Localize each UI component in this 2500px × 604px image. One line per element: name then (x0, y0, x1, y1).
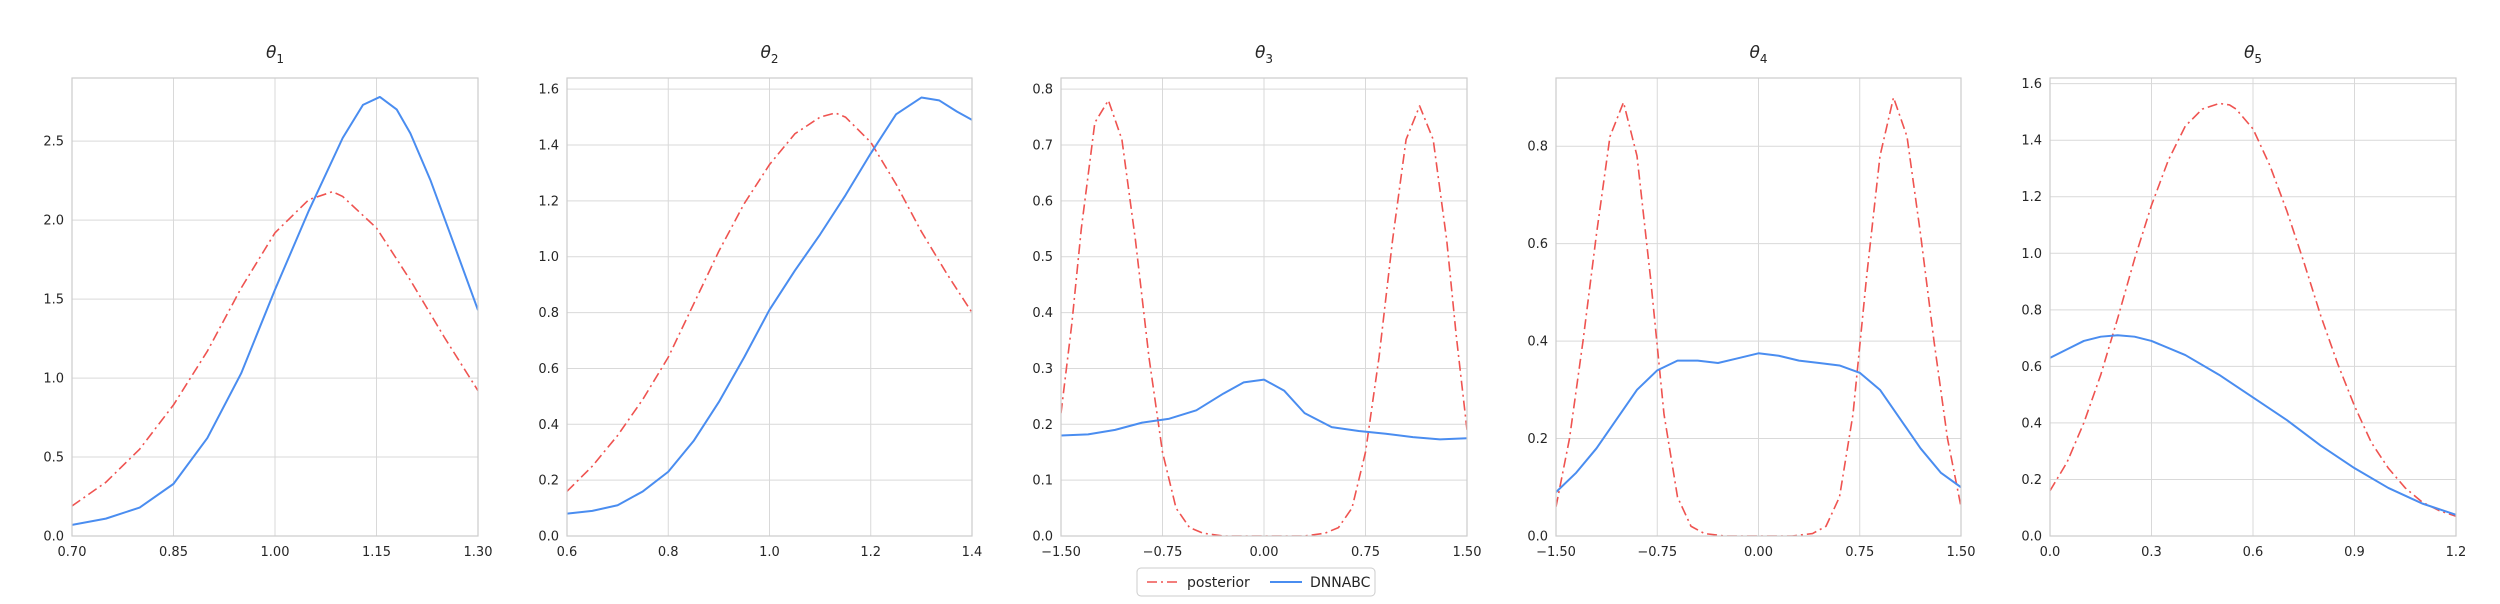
y-tick-label: 1.0 (538, 250, 559, 265)
series-posterior-line (72, 190, 478, 507)
y-tick-label: 1.4 (538, 139, 559, 154)
y-tick-label: 0.6 (1032, 194, 1053, 209)
y-tick-label: 1.0 (43, 372, 64, 387)
axes-frame (71, 77, 479, 537)
y-tick-label: 0.0 (1032, 530, 1053, 545)
panel-theta-3: −1.50 −0.75 0.00 0.75 1.50 0.0 0.1 0.2 0.3 0.4 0.5… (1032, 43, 1481, 560)
y-tick-label: 1.0 (2021, 247, 2042, 262)
y-tick-label: 0.5 (1032, 250, 1053, 265)
y-tick-label: 1.2 (2021, 190, 2042, 205)
x-tick-label: 1.50 (1947, 545, 1976, 560)
series-dnnabc-line (567, 96, 972, 515)
y-tick-label: 1.2 (538, 194, 559, 209)
series-dnnabc-line (2050, 334, 2456, 516)
x-tick-label: −1.50 (1536, 545, 1576, 560)
y-tick-label: 0.2 (538, 474, 559, 489)
panel-theta-2: 0.6 0.8 1.0 1.2 1.4 0.0 0.2 0.4 0.6 0.8 1.0 1.2 1.4 1… (538, 43, 982, 560)
y-tick-label: 0.8 (1032, 83, 1053, 98)
panel-title: θ3 (1255, 43, 1273, 66)
legend: posterior DNNABC (1136, 567, 1376, 597)
x-tick-label: 0.9 (2344, 545, 2365, 560)
y-tick-label: 1.4 (2021, 134, 2042, 149)
series-dnnabc-line (72, 95, 478, 526)
y-tick-label: 0.8 (1527, 140, 1548, 155)
panel-theta-1: 0.70 0.85 1.00 1.15 1.30 0.0 0.5 1.0 1.5 2.0 2.5 θ1 (43, 43, 492, 560)
x-tick-label: 1.15 (362, 545, 391, 560)
x-tick-label: 1.00 (261, 545, 290, 560)
x-tick-label: 1.0 (759, 545, 780, 560)
x-tick-label: 0.75 (1845, 545, 1874, 560)
y-tick-label: 2.0 (43, 214, 64, 229)
legend-label-posterior: posterior (1187, 575, 1250, 591)
y-tick-label: 1.6 (538, 83, 559, 98)
series-dnnabc-line (1061, 378, 1467, 441)
y-tick-label: 0.7 (1032, 139, 1053, 154)
y-tick-label: 2.5 (43, 135, 64, 150)
axes-frame (566, 77, 973, 537)
y-tick-label: 1.6 (2021, 77, 2042, 92)
legend-frame (1136, 567, 1376, 597)
x-tick-label: 0.0 (2040, 545, 2061, 560)
y-tick-label: 0.4 (2021, 416, 2042, 431)
series-posterior-line (567, 112, 972, 492)
y-tick-label: 0.6 (2021, 360, 2042, 375)
x-tick-label: 0.00 (1250, 545, 1279, 560)
legend-label-dnnabc: DNNABC (1310, 575, 1371, 591)
x-tick-label: 1.30 (464, 545, 493, 560)
y-tick-label: 0.6 (538, 362, 559, 377)
y-tick-label: 1.5 (43, 293, 64, 308)
y-tick-label: 0.4 (538, 418, 559, 433)
x-tick-label: 0.85 (159, 545, 188, 560)
y-tick-label: 0.0 (43, 530, 64, 545)
series-posterior-line (1061, 99, 1467, 536)
panel-title: θ1 (266, 43, 284, 66)
y-tick-label: 0.2 (1032, 418, 1053, 433)
x-tick-label: −1.50 (1041, 545, 1081, 560)
x-tick-label: −0.75 (1143, 545, 1183, 560)
y-tick-label: 0.8 (538, 306, 559, 321)
y-tick-label: 0.4 (1527, 335, 1548, 350)
x-tick-label: 1.2 (2446, 545, 2467, 560)
y-tick-label: 0.5 (43, 451, 64, 466)
y-tick-label: 0.6 (1527, 237, 1548, 252)
x-tick-label: 0.70 (58, 545, 87, 560)
axes-frame (2049, 77, 2457, 537)
panel-theta-4: −1.50 −0.75 0.00 0.75 1.50 0.0 0.2 0.4 0.6 0.8 θ4 (1527, 43, 1975, 560)
series-dnnabc-line (1556, 352, 1961, 493)
y-tick-label: 0.0 (538, 530, 559, 545)
x-tick-label: 0.00 (1744, 545, 1773, 560)
x-tick-label: −0.75 (1637, 545, 1677, 560)
panel-title: θ2 (760, 43, 778, 66)
y-tick-label: 0.8 (2021, 303, 2042, 318)
series-posterior-line (2050, 102, 2456, 517)
x-tick-label: 1.50 (1453, 545, 1482, 560)
x-tick-label: 0.3 (2141, 545, 2162, 560)
axes-frame (1555, 77, 1962, 537)
y-tick-label: 0.3 (1032, 362, 1053, 377)
x-tick-label: 1.4 (962, 545, 983, 560)
x-tick-label: 0.8 (658, 545, 679, 560)
panel-theta-5: 0.0 0.3 0.6 0.9 1.2 0.0 0.2 0.4 0.6 0.8 1.0 1.2 1.4 1… (2021, 43, 2466, 560)
series-posterior-line (1556, 96, 1961, 536)
panel-title: θ4 (1749, 43, 1767, 66)
axes-frame (1060, 77, 1468, 537)
y-tick-label: 0.2 (2021, 473, 2042, 488)
x-tick-label: 0.6 (2243, 545, 2264, 560)
x-tick-label: 0.75 (1351, 545, 1380, 560)
y-tick-label: 0.0 (2021, 530, 2042, 545)
y-tick-label: 0.4 (1032, 306, 1053, 321)
y-tick-label: 0.0 (1527, 530, 1548, 545)
x-tick-label: 0.6 (557, 545, 578, 560)
panel-title: θ5 (2244, 43, 2262, 66)
y-tick-label: 0.1 (1032, 474, 1053, 489)
x-tick-label: 1.2 (860, 545, 881, 560)
y-tick-label: 0.2 (1527, 432, 1548, 447)
